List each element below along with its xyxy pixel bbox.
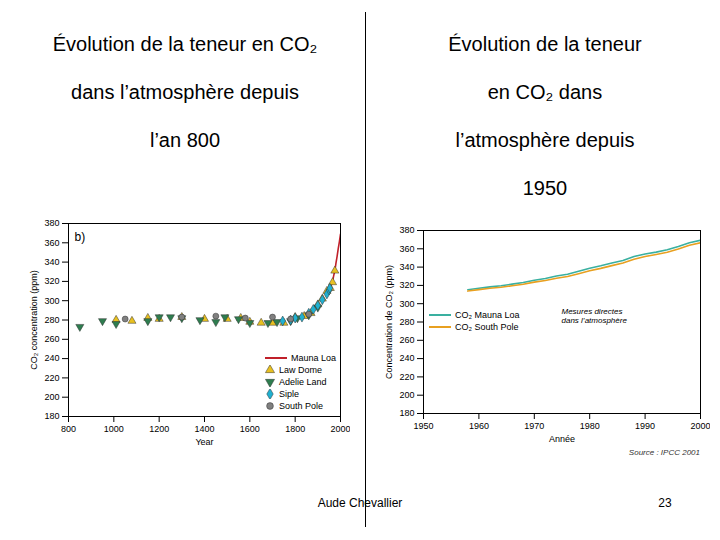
svg-text:260: 260 [44, 334, 59, 344]
svg-text:200: 200 [399, 390, 414, 400]
svg-text:1970: 1970 [524, 421, 544, 431]
svg-text:1800: 1800 [285, 424, 305, 434]
svg-text:360: 360 [44, 238, 59, 248]
svg-text:320: 320 [44, 276, 59, 286]
svg-text:260: 260 [399, 335, 414, 345]
svg-text:1950: 1950 [413, 421, 433, 431]
svg-text:300: 300 [399, 299, 414, 309]
svg-text:180: 180 [44, 411, 59, 421]
svg-text:1000: 1000 [104, 424, 124, 434]
svg-text:2000: 2000 [330, 424, 350, 434]
svg-text:1980: 1980 [580, 421, 600, 431]
svg-text:300: 300 [44, 296, 59, 306]
svg-text:380: 380 [399, 225, 414, 235]
svg-text:Year: Year [195, 437, 213, 447]
svg-text:180: 180 [399, 408, 414, 418]
html-text:Siple: Siple [279, 389, 299, 399]
svg-text:220: 220 [44, 373, 59, 383]
html-text:South Pole: South Pole [279, 401, 323, 411]
svg-text:2000: 2000 [690, 421, 710, 431]
html-text:Mauna Loa: Mauna Loa [291, 353, 336, 363]
svg-text:CO₂ concentration (ppm): CO₂ concentration (ppm) [29, 270, 39, 370]
svg-text:b): b) [75, 230, 86, 244]
html-text:Adelie Land: Adelie Land [279, 377, 327, 387]
svg-text:240: 240 [399, 353, 414, 363]
svg-text:220: 220 [399, 372, 414, 382]
svg-text:1990: 1990 [635, 421, 655, 431]
html-text:CO₂ Mauna Loa: CO₂ Mauna Loa [455, 309, 520, 320]
svg-text:Mesures directesdans l’atmosph: Mesures directesdans l’atmosphère [562, 307, 628, 325]
svg-text:240: 240 [44, 353, 59, 363]
html-text:Évolution de la teneur en CO₂: Évolution de la teneur en CO₂ dans l’atm… [52, 33, 318, 151]
svg-text:380: 380 [44, 218, 59, 228]
html-text:Source : IPCC 2001: Source : IPCC 2001 [628, 448, 700, 457]
svg-text:Année: Année [549, 434, 575, 444]
html-text:CO₂ South Pole: CO₂ South Pole [455, 321, 519, 332]
svg-text:280: 280 [399, 317, 414, 327]
html-text:Aude Chevallier: Aude Chevallier [317, 496, 403, 510]
html-text:23: 23 [658, 496, 672, 510]
svg-text:360: 360 [399, 244, 414, 254]
svg-text:1400: 1400 [194, 424, 214, 434]
svg-text:Concentration de CO₂ (ppm): Concentration de CO₂ (ppm) [384, 265, 394, 379]
svg-text:800: 800 [61, 424, 76, 434]
svg-text:200: 200 [44, 392, 59, 402]
svg-text:1960: 1960 [469, 421, 489, 431]
svg-text:340: 340 [399, 262, 414, 272]
html-text:Évolution de la teneur en CO₂: Évolution de la teneur en CO₂ dans l’atm… [448, 33, 642, 199]
svg-text:1600: 1600 [240, 424, 260, 434]
svg-text:320: 320 [399, 280, 414, 290]
svg-text:340: 340 [44, 257, 59, 267]
svg-text:1200: 1200 [149, 424, 169, 434]
html-text:Law Dome: Law Dome [279, 365, 322, 375]
svg-text:280: 280 [44, 315, 59, 325]
